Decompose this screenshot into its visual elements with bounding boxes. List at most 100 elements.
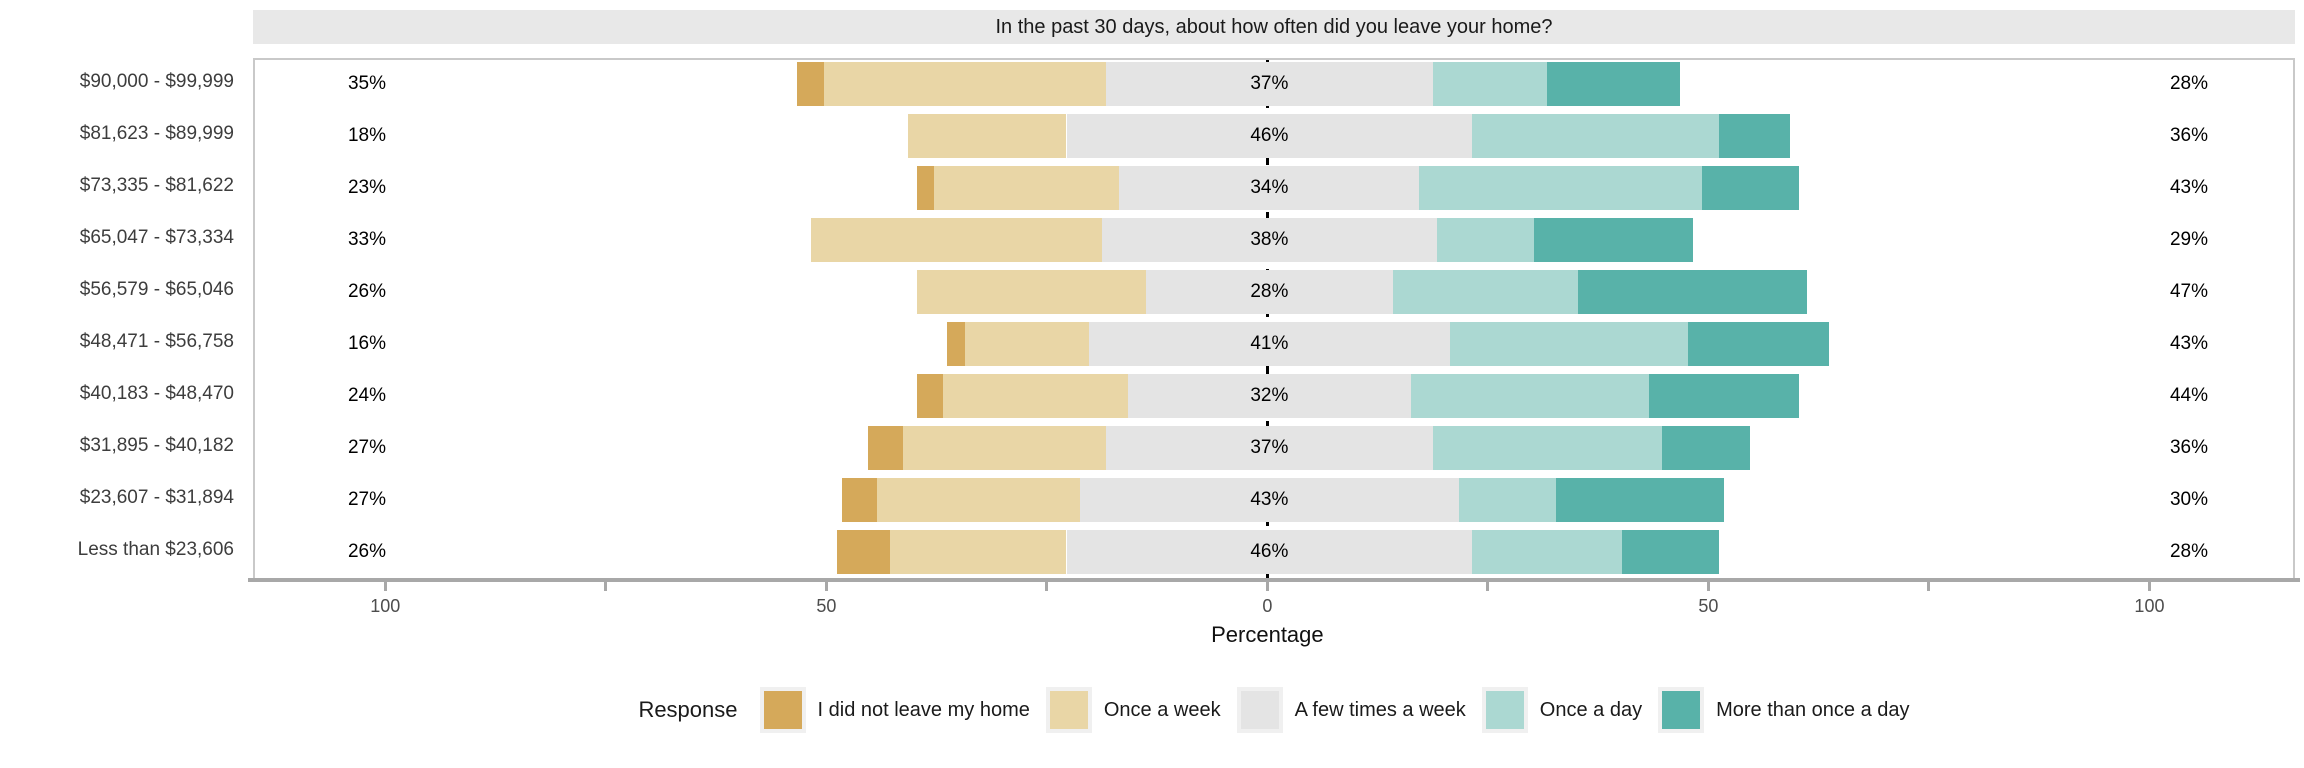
row-center-total-label: 37% <box>1250 437 1289 458</box>
x-axis-tick-label: 100 <box>370 596 401 616</box>
bar-segment <box>965 322 1089 366</box>
plot-panel: 35% 37% 28% 18% 46% 36% 23% 34% 43% 33% 38% 29% 26% 2… <box>253 58 2295 578</box>
legend-item: Once a day <box>1481 687 1643 733</box>
row-center-total-label: 37% <box>1250 73 1289 94</box>
legend-item-label: I did not leave my home <box>817 698 1030 721</box>
x-axis-tick-label: 100 <box>2134 596 2165 616</box>
row-right-total-label: 30% <box>2169 489 2209 510</box>
legend-item-label: Once a day <box>1539 698 1643 721</box>
y-axis-label: $56,579 - $65,046 <box>79 279 234 300</box>
row-right-total-label: 44% <box>2169 385 2209 406</box>
bar-segment <box>841 478 877 522</box>
bar-segment <box>907 114 1067 158</box>
bar-segment <box>934 166 1120 210</box>
row-left-total-label: 23% <box>347 177 387 198</box>
x-axis-tick <box>1486 582 1490 591</box>
row-center-total-label: 38% <box>1250 229 1289 250</box>
bar-segment <box>1066 114 1473 158</box>
bar-segment <box>1450 322 1689 366</box>
bar-segment <box>1079 478 1460 522</box>
x-axis-tick <box>2147 582 2151 591</box>
y-axis-label: $90,000 - $99,999 <box>79 71 234 92</box>
bar-segment <box>1719 114 1790 158</box>
bar-segment <box>1534 218 1693 262</box>
row-left-total-label: 33% <box>347 229 387 250</box>
legend-item: More than once a day <box>1658 687 1910 733</box>
row-left-total-label: 27% <box>347 489 387 510</box>
row-center-total-label: 41% <box>1250 333 1289 354</box>
row-right-total-label: 28% <box>2169 73 2209 94</box>
bar-segment <box>1392 270 1579 314</box>
x-axis-title: Percentage <box>1211 622 1324 647</box>
bar-segment <box>1419 166 1702 210</box>
bar-segment <box>810 218 1102 262</box>
row-center-total-label: 28% <box>1250 281 1289 302</box>
x-axis-tick <box>1927 582 1931 591</box>
y-axis-label: $23,607 - $31,894 <box>79 487 234 508</box>
row-right-total-label: 36% <box>2169 437 2209 458</box>
row-right-total-label: 28% <box>2169 541 2209 562</box>
legend-title: Response <box>638 697 738 722</box>
bar-segment <box>797 62 824 106</box>
bar-segment <box>1472 530 1623 574</box>
legend-item-label: More than once a day <box>1716 698 1910 721</box>
x-axis-tick-label: 50 <box>1698 596 1719 616</box>
bar-segment <box>1106 62 1433 106</box>
legend-item-label: Once a week <box>1103 698 1221 721</box>
legend-item: A few times a week <box>1236 687 1466 733</box>
x-axis-tick <box>1706 582 1710 591</box>
legend-swatch <box>1049 691 1088 729</box>
bar-segment <box>890 530 1067 574</box>
bar-segment <box>837 530 891 574</box>
legend-key <box>1658 687 1705 733</box>
bar-segment <box>943 374 1129 418</box>
legend-key <box>759 687 806 733</box>
row-left-total-label: 26% <box>347 281 387 302</box>
bar-segment <box>1088 322 1451 366</box>
bar-segment <box>1106 426 1433 470</box>
y-axis-label: Less than $23,606 <box>77 539 234 560</box>
bar-segment <box>1128 374 1411 418</box>
y-axis-label: $65,047 - $73,334 <box>79 227 234 248</box>
row-center-total-label: 46% <box>1250 541 1289 562</box>
bar-segment <box>1472 114 1720 158</box>
legend-item-label: A few times a week <box>1294 698 1466 721</box>
zero-reference-line <box>1265 60 1269 578</box>
bar-segment <box>1119 166 1420 210</box>
legend-swatch <box>763 691 802 729</box>
legend: Response I did not leave my home Once a w… <box>253 684 2295 736</box>
bar-segment <box>1622 530 1720 574</box>
bar-segment <box>876 478 1080 522</box>
row-left-total-label: 16% <box>347 333 387 354</box>
y-axis-label: $48,471 - $56,758 <box>79 331 234 352</box>
bar-segment <box>916 374 943 418</box>
row-right-total-label: 36% <box>2169 125 2209 146</box>
bar-segment <box>1066 530 1473 574</box>
bar-segment <box>823 62 1107 106</box>
bar-segment <box>1436 218 1534 262</box>
bar-segment <box>1432 62 1548 106</box>
bar-segment <box>1101 218 1437 262</box>
bar-segment <box>1556 478 1724 522</box>
bar-segment <box>1661 426 1751 470</box>
row-right-total-label: 29% <box>2169 229 2209 250</box>
bar-segment <box>916 270 1146 314</box>
row-center-total-label: 46% <box>1250 125 1289 146</box>
bar-segment <box>1547 62 1680 106</box>
bar-segment <box>1432 426 1662 470</box>
row-right-total-label: 43% <box>2169 333 2209 354</box>
legend-item: Once a week <box>1045 687 1221 733</box>
x-axis-line <box>248 578 2300 582</box>
legend-swatch <box>1662 691 1701 729</box>
bar-segment <box>916 166 935 210</box>
x-axis-tick <box>383 582 387 591</box>
bar-segment <box>1459 478 1557 522</box>
x-axis-tick <box>1265 582 1269 591</box>
bar-segment <box>1578 270 1808 314</box>
row-right-total-label: 43% <box>2169 177 2209 198</box>
bar-segment <box>868 426 904 470</box>
x-axis-tick-label: 50 <box>816 596 837 616</box>
facet-title: In the past 30 days, about how often did… <box>253 10 2295 44</box>
y-axis-label: $31,895 - $40,182 <box>79 435 234 456</box>
